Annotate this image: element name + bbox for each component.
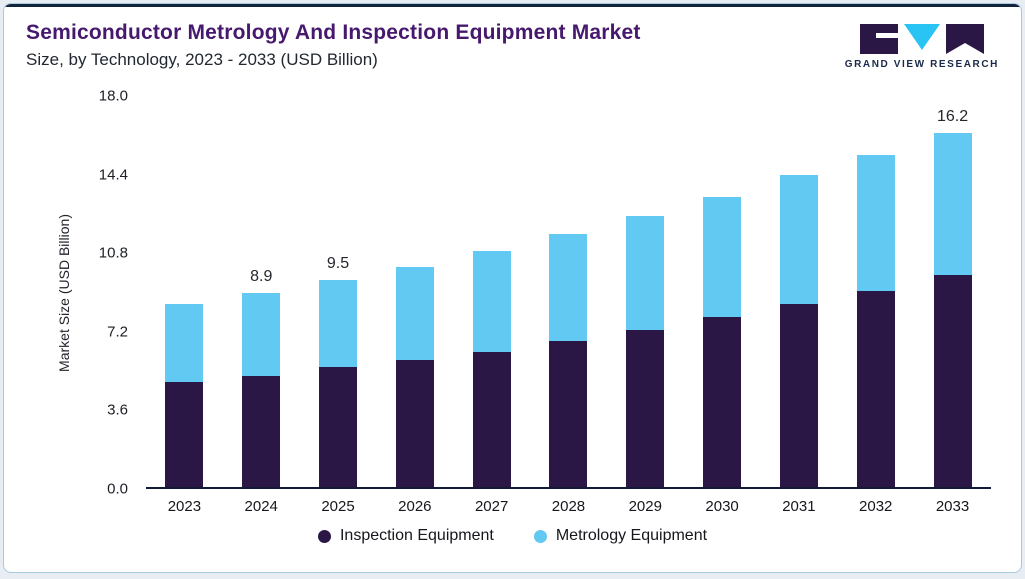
y-axis-title: Market Size (USD Billion): [56, 213, 72, 372]
bar-group-2025: 9.5: [310, 96, 366, 487]
bar-segment-metrology-equipment: [395, 266, 434, 361]
bar-segment-inspection-equipment: [165, 382, 204, 487]
report-card: Semiconductor Metrology And Inspection E…: [3, 3, 1022, 573]
page-subtitle: Size, by Technology, 2023 - 2033 (USD Bi…: [26, 50, 378, 69]
legend: Inspection Equipment Metrology Equipment: [4, 527, 1021, 545]
bar-segment-metrology-equipment: [549, 233, 588, 341]
bar-group-2033: 16.2: [925, 96, 981, 487]
bar-total-label-2033: 16.2: [936, 108, 969, 126]
x-tick-2024: 2024: [244, 498, 278, 515]
bar-segment-metrology-equipment: [319, 279, 358, 367]
logo-text: GRAND VIEW RESEARCH: [844, 59, 999, 70]
legend-dot-metrology-equipment: [533, 529, 547, 543]
bar-segment-inspection-equipment: [319, 366, 358, 487]
x-tick-2033: 2033: [935, 498, 970, 515]
y-tick-18.0: 18.0: [98, 87, 128, 105]
legend-dot-inspection-equipment: [317, 529, 331, 543]
legend-item-metrology-equipment: Metrology Equipment: [533, 527, 708, 545]
x-tick-2031: 2031: [782, 498, 816, 515]
x-tick-2028: 2028: [551, 498, 586, 515]
y-tick-14.4: 14.4: [98, 166, 128, 184]
bar-segment-inspection-equipment: [626, 329, 665, 487]
x-axis-labels: 2023 2024 2025 2026 2027 2028 2029 2030 2031 2032…: [146, 489, 991, 515]
legend-label-metrology-equipment: Metrology Equipment: [555, 527, 708, 544]
bar-stack-2033: [933, 133, 972, 487]
x-tick-2029: 2029: [628, 498, 662, 515]
bar-stack-2023: [165, 303, 204, 487]
bar-segment-inspection-equipment: [703, 316, 742, 487]
gvr-logo: GRAND VIEW RESEARCH: [845, 23, 999, 70]
bar-stack-2028: [549, 233, 588, 487]
bar-total-label-2024: 8.9: [250, 267, 273, 285]
y-axis-ticks: 0.0 3.6 7.2 10.8 14.4 18.0: [82, 88, 134, 498]
bar-group-2028: [540, 96, 596, 487]
gvr-logo-mark: [859, 24, 984, 54]
plot-wrap: 8.9 9.5 16.2 2023 2024 2025 2026 2027 2028 2029 2…: [146, 96, 991, 515]
x-tick-2032: 2032: [859, 498, 893, 515]
y-tick-7.2: 7.2: [107, 323, 128, 341]
bar-group-2031: [771, 96, 827, 487]
bar-group-2029: [617, 96, 673, 487]
y-tick-0.0: 0.0: [107, 480, 128, 498]
bar-total-label-2025: 9.5: [326, 254, 350, 272]
bar-group-2024: 8.9: [233, 96, 289, 487]
bar-segment-inspection-equipment: [549, 340, 588, 487]
bar-stack-2029: [626, 216, 665, 487]
x-tick-2030: 2030: [705, 498, 739, 515]
x-tick-2027: 2027: [474, 498, 509, 515]
bar-group-2026: [387, 96, 443, 487]
header: Semiconductor Metrology And Inspection E…: [4, 7, 1021, 70]
top-accent-line: [4, 4, 1021, 7]
bar-segment-inspection-equipment: [933, 275, 972, 487]
bar-segment-inspection-equipment: [856, 290, 895, 487]
bar-segment-metrology-equipment: [703, 196, 742, 317]
legend-item-inspection-equipment: Inspection Equipment: [317, 527, 494, 545]
bar-group-2023: [156, 96, 212, 487]
bar-stack-2030: [703, 196, 742, 487]
bar-segment-inspection-equipment: [472, 351, 511, 487]
bar-segment-metrology-equipment: [933, 133, 972, 276]
bar-segment-metrology-equipment: [626, 216, 665, 330]
bar-group-2027: [464, 96, 520, 487]
title-block: Semiconductor Metrology And Inspection E…: [26, 21, 641, 70]
bar-stack-2032: [856, 155, 895, 487]
y-tick-3.6: 3.6: [107, 401, 128, 419]
bar-group-2032: [848, 96, 904, 487]
y-tick-10.8: 10.8: [98, 244, 128, 262]
bar-stack-2024: [242, 292, 281, 487]
bar-segment-metrology-equipment: [242, 292, 281, 376]
bar-segment-metrology-equipment: [165, 303, 204, 383]
bar-segment-metrology-equipment: [856, 155, 895, 291]
bar-stack-2031: [779, 174, 818, 487]
x-tick-2025: 2025: [321, 498, 355, 515]
bar-stack-2025: [319, 279, 358, 487]
x-tick-2023: 2023: [167, 498, 202, 515]
plot-area: 8.9 9.5 16.2: [146, 96, 991, 489]
bar-segment-metrology-equipment: [472, 251, 511, 352]
y-axis-title-wrap: Market Size (USD Billion): [56, 96, 82, 489]
bar-stack-2027: [472, 251, 511, 487]
x-tick-2026: 2026: [398, 498, 432, 515]
bar-segment-inspection-equipment: [242, 375, 281, 487]
bar-group-2030: [694, 96, 750, 487]
bar-stack-2026: [395, 266, 434, 487]
page-title: Semiconductor Metrology And Inspection E…: [26, 21, 641, 44]
bar-segment-inspection-equipment: [779, 303, 818, 487]
legend-label-inspection-equipment: Inspection Equipment: [339, 527, 494, 544]
chart: Market Size (USD Billion) 0.0 3.6 7.2 10.8 1…: [4, 88, 1021, 515]
bar-segment-metrology-equipment: [779, 174, 818, 304]
bar-segment-inspection-equipment: [395, 360, 434, 487]
